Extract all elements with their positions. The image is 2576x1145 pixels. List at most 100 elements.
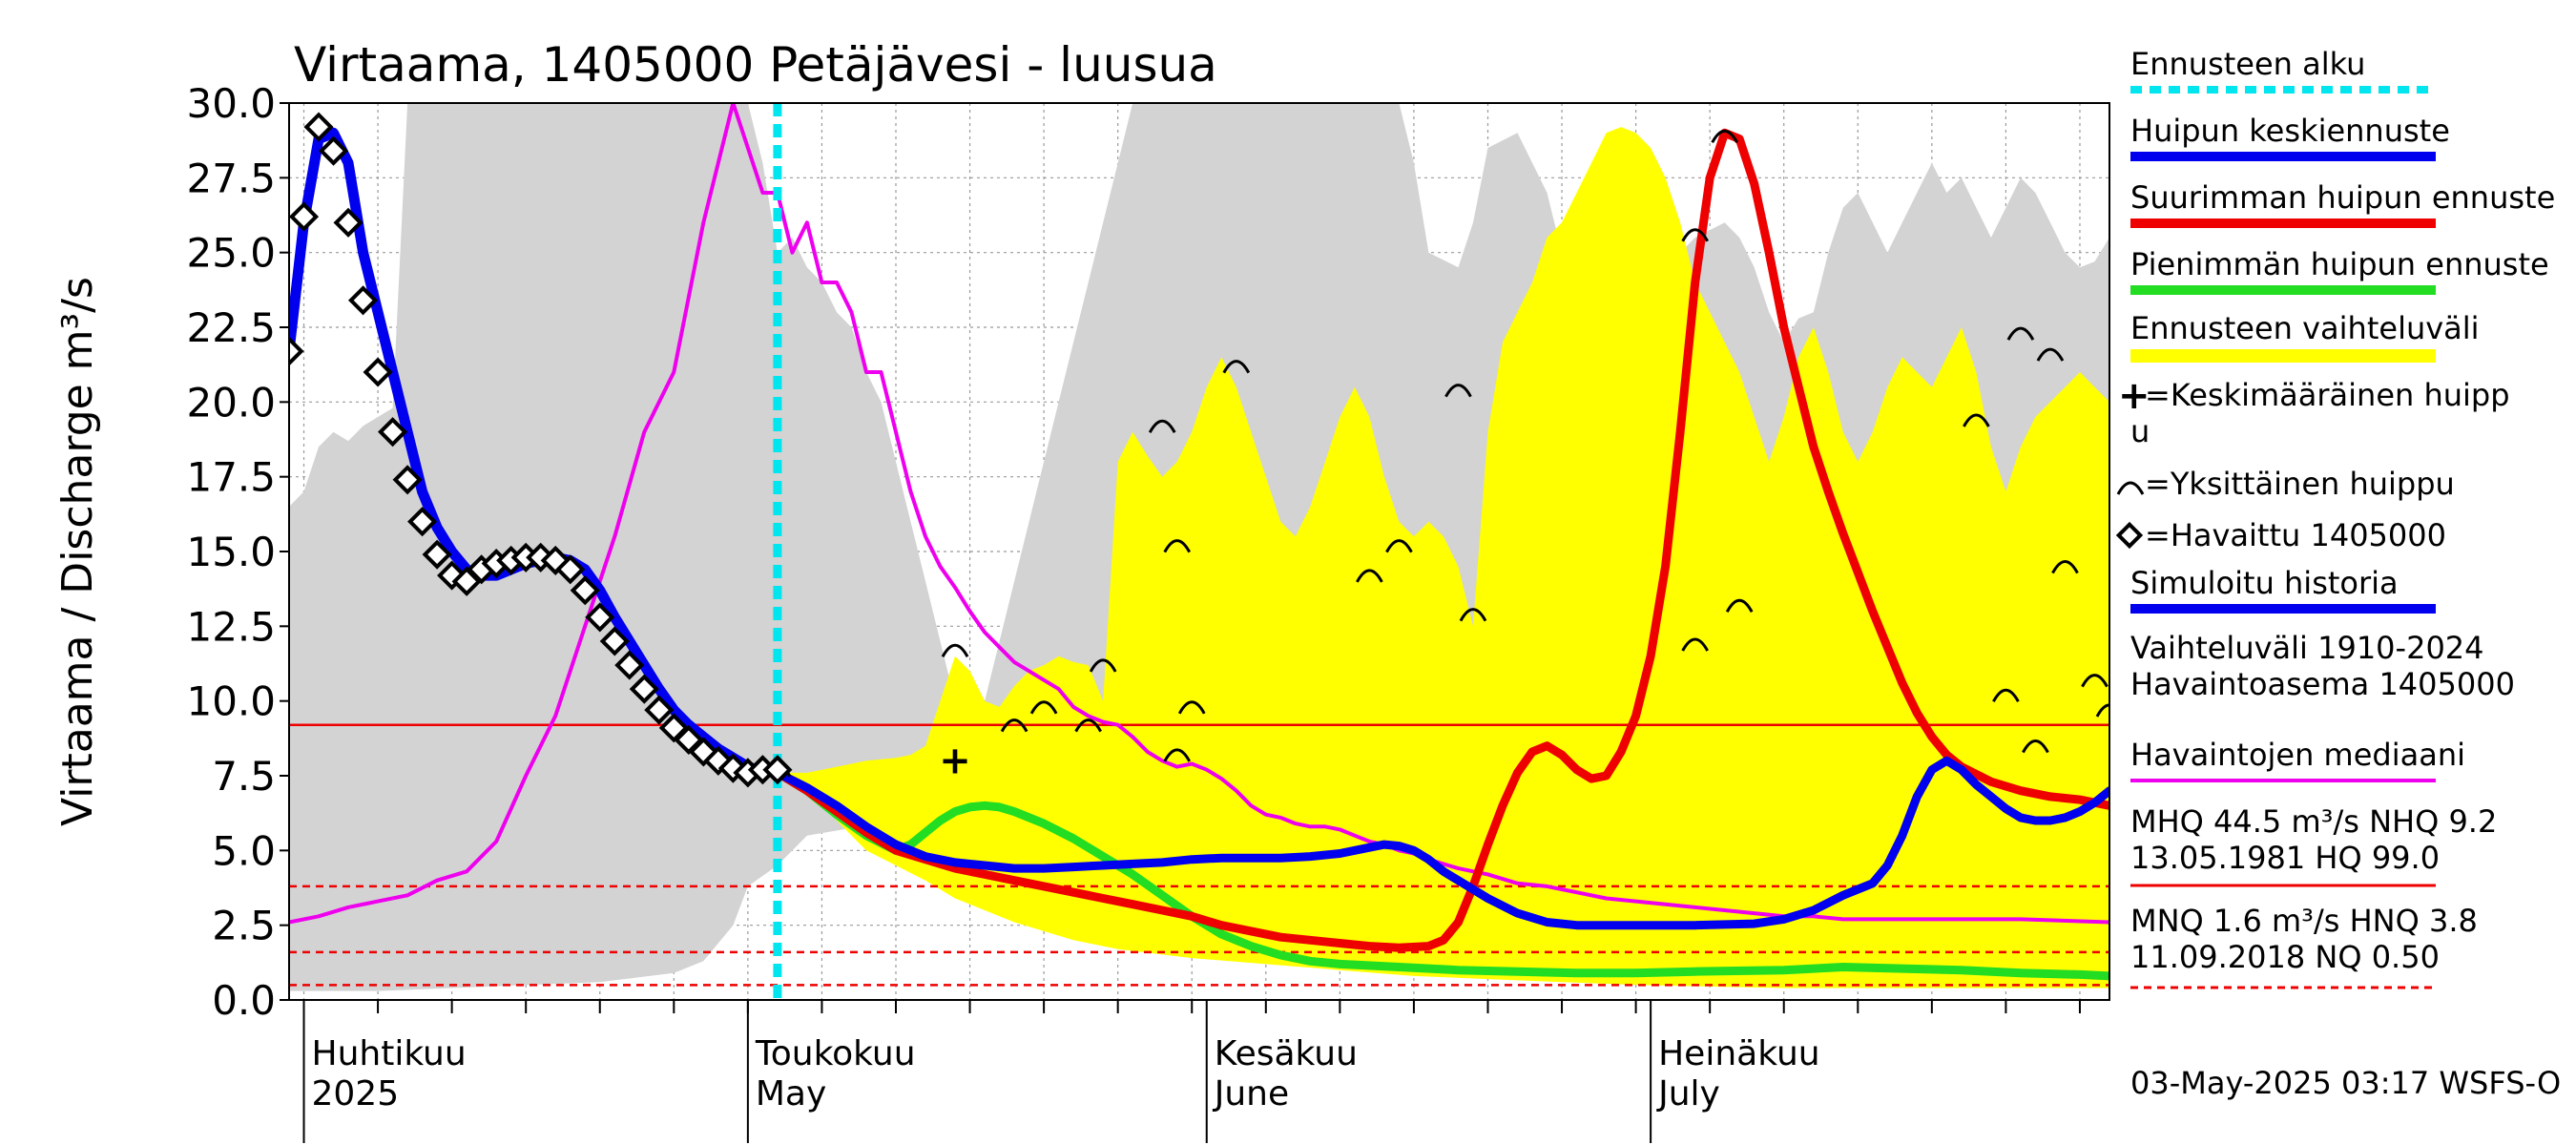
reference-lines — [289, 723, 2109, 987]
single-peak-marker — [1163, 748, 1192, 762]
y-tick-label: 22.5 — [186, 304, 276, 351]
x-month-label-en: July — [1656, 1074, 1720, 1114]
observed-point — [585, 602, 615, 633]
axes: 0.0 2.5 5.0 7.5 10.0 12.5 15.0 17.5 20.0 22.5 25.0… — [186, 80, 2081, 1143]
legend-hist-range-label-2: Havaintoasema 1405000 — [2130, 666, 2515, 702]
observed-point — [318, 135, 349, 166]
single-peak-marker — [1000, 718, 1028, 733]
legend-mhq-label-1: MHQ 44.5 m³/s NHQ 9.2 — [2130, 803, 2497, 840]
legend-mhq-label-2: 13.05.1981 HQ 99.0 — [2130, 840, 2440, 876]
observed-point — [348, 285, 379, 316]
observed-point — [303, 112, 334, 142]
y-tick-label: 27.5 — [186, 155, 276, 201]
single-peak-marker — [2081, 674, 2109, 688]
x-month-label-fi: Toukokuu — [755, 1034, 916, 1073]
median-line — [289, 103, 2109, 925]
single-peak-marker — [1029, 700, 1058, 715]
legend-simulated-label: Simuloitu historia — [2130, 565, 2399, 601]
single-peak-marker — [1444, 384, 1472, 398]
observed-point — [629, 674, 659, 704]
x-month-label-en: 2025 — [312, 1074, 400, 1114]
legend-single-peak-label: =Yksittäinen huippu — [2145, 466, 2455, 502]
observed-point — [555, 554, 586, 585]
single-peak-marker — [1222, 360, 1251, 374]
average-peak-marker: + — [939, 739, 971, 782]
single-peak-marker — [941, 643, 969, 658]
y-tick-label: 15.0 — [186, 529, 276, 575]
y-tick-label: 10.0 — [186, 678, 276, 725]
legend-mnq-label-1: MNQ 1.6 m³/s HNQ 3.8 — [2130, 903, 2478, 939]
single-peak-marker — [1163, 539, 1192, 553]
max-peak-forecast-line — [773, 128, 2109, 952]
single-peak-marker — [1725, 598, 1754, 614]
x-month-label-fi: Kesäkuu — [1215, 1034, 1358, 1073]
x-month-label-fi: Huhtikuu — [312, 1034, 467, 1073]
y-tick-label: 20.0 — [186, 379, 276, 426]
mean-peak-forecast-line — [773, 756, 2109, 930]
legend-hist-range-label-1: Vaihteluväli 1910-2024 — [2130, 630, 2484, 666]
observed-point — [333, 207, 364, 238]
observed-point — [289, 336, 304, 366]
legend-range-swatch — [2130, 349, 2436, 363]
legend-single-peak-symbol — [2116, 481, 2145, 495]
single-peak-marker — [2022, 739, 2049, 754]
observed-point — [570, 575, 600, 606]
legend-avg-peak-symbol: + — [2118, 374, 2150, 418]
single-peak-marker — [1385, 539, 1413, 553]
single-peak-marker — [1681, 637, 1709, 652]
y-tick-label: 7.5 — [212, 753, 276, 800]
legend-min-peak-label: Pienimmän huipun ennuste — [2130, 246, 2549, 282]
single-peak-marker — [1711, 129, 1738, 144]
single-peak-marker — [2006, 326, 2035, 341]
legend-mnq-label-2: 11.09.2018 NQ 0.50 — [2130, 939, 2440, 975]
legend-forecast-start-label: Ennusteen alku — [2130, 46, 2365, 82]
observed-point — [614, 650, 645, 680]
y-tick-label: 5.0 — [212, 827, 276, 874]
footer-timestamp: 03-May-2025 03:17 WSFS-O — [2130, 1065, 2561, 1101]
observed-point — [392, 465, 423, 495]
x-month-label-fi: Heinäkuu — [1658, 1034, 1819, 1073]
legend-median-label: Havaintojen mediaani — [2130, 737, 2465, 773]
observed-point — [644, 695, 675, 725]
single-peak-marker — [1963, 413, 1990, 427]
legend-avg-peak-label-2: u — [2130, 413, 2150, 449]
y-tick-label: 12.5 — [186, 603, 276, 650]
single-peak-marker — [1148, 419, 1176, 434]
x-month-label-en: May — [756, 1074, 826, 1114]
single-peak-marker — [1089, 658, 1117, 673]
legend-max-peak-label: Suurimman huipun ennuste — [2130, 179, 2555, 216]
single-peak-marker — [2036, 347, 2065, 362]
single-peak-marker — [1074, 718, 1102, 733]
legend-mean-peak-label: Huipun keskiennuste — [2130, 113, 2450, 149]
series-lines — [289, 103, 2109, 1000]
observed-point — [378, 417, 408, 448]
single-peak-marker — [1177, 700, 1206, 715]
single-peak-marker — [2095, 703, 2109, 718]
single-peak-marker — [1992, 688, 2020, 703]
forecast-range-area — [777, 127, 2109, 989]
single-peak-marker — [1356, 569, 1383, 583]
y-tick-label: 2.5 — [212, 903, 276, 949]
observed-point — [422, 539, 452, 570]
chart-title: Virtaama, 1405000 Petäjävesi - luusua — [294, 37, 1217, 93]
y-tick-label: 25.0 — [186, 230, 276, 277]
observed-point — [599, 626, 630, 656]
legend-observed-label: =Havaittu 1405000 — [2145, 517, 2446, 553]
y-axis-label: Virtaama / Discharge m³/s — [53, 277, 102, 826]
legend-range-label: Ennusteen vaihteluväli — [2130, 310, 2480, 346]
observed-point — [407, 507, 438, 537]
observed-markers — [289, 112, 793, 788]
single-peak-marker — [1681, 228, 1709, 242]
observed-point — [363, 357, 393, 387]
legend-avg-peak-label-1: =Keskimääräinen huipp — [2145, 377, 2510, 413]
observed-point — [762, 755, 793, 785]
y-tick-label: 30.0 — [186, 80, 276, 127]
observed-point — [289, 201, 320, 232]
legend: Ennusteen alku Huipun keskiennuste Suuri… — [2115, 46, 2555, 989]
x-month-label-en: June — [1213, 1074, 1289, 1114]
y-tick-label: 0.0 — [212, 977, 276, 1024]
single-peak-marker — [1459, 608, 1487, 622]
y-tick-label: 17.5 — [186, 454, 276, 501]
legend-observed-symbol — [2115, 521, 2144, 550]
